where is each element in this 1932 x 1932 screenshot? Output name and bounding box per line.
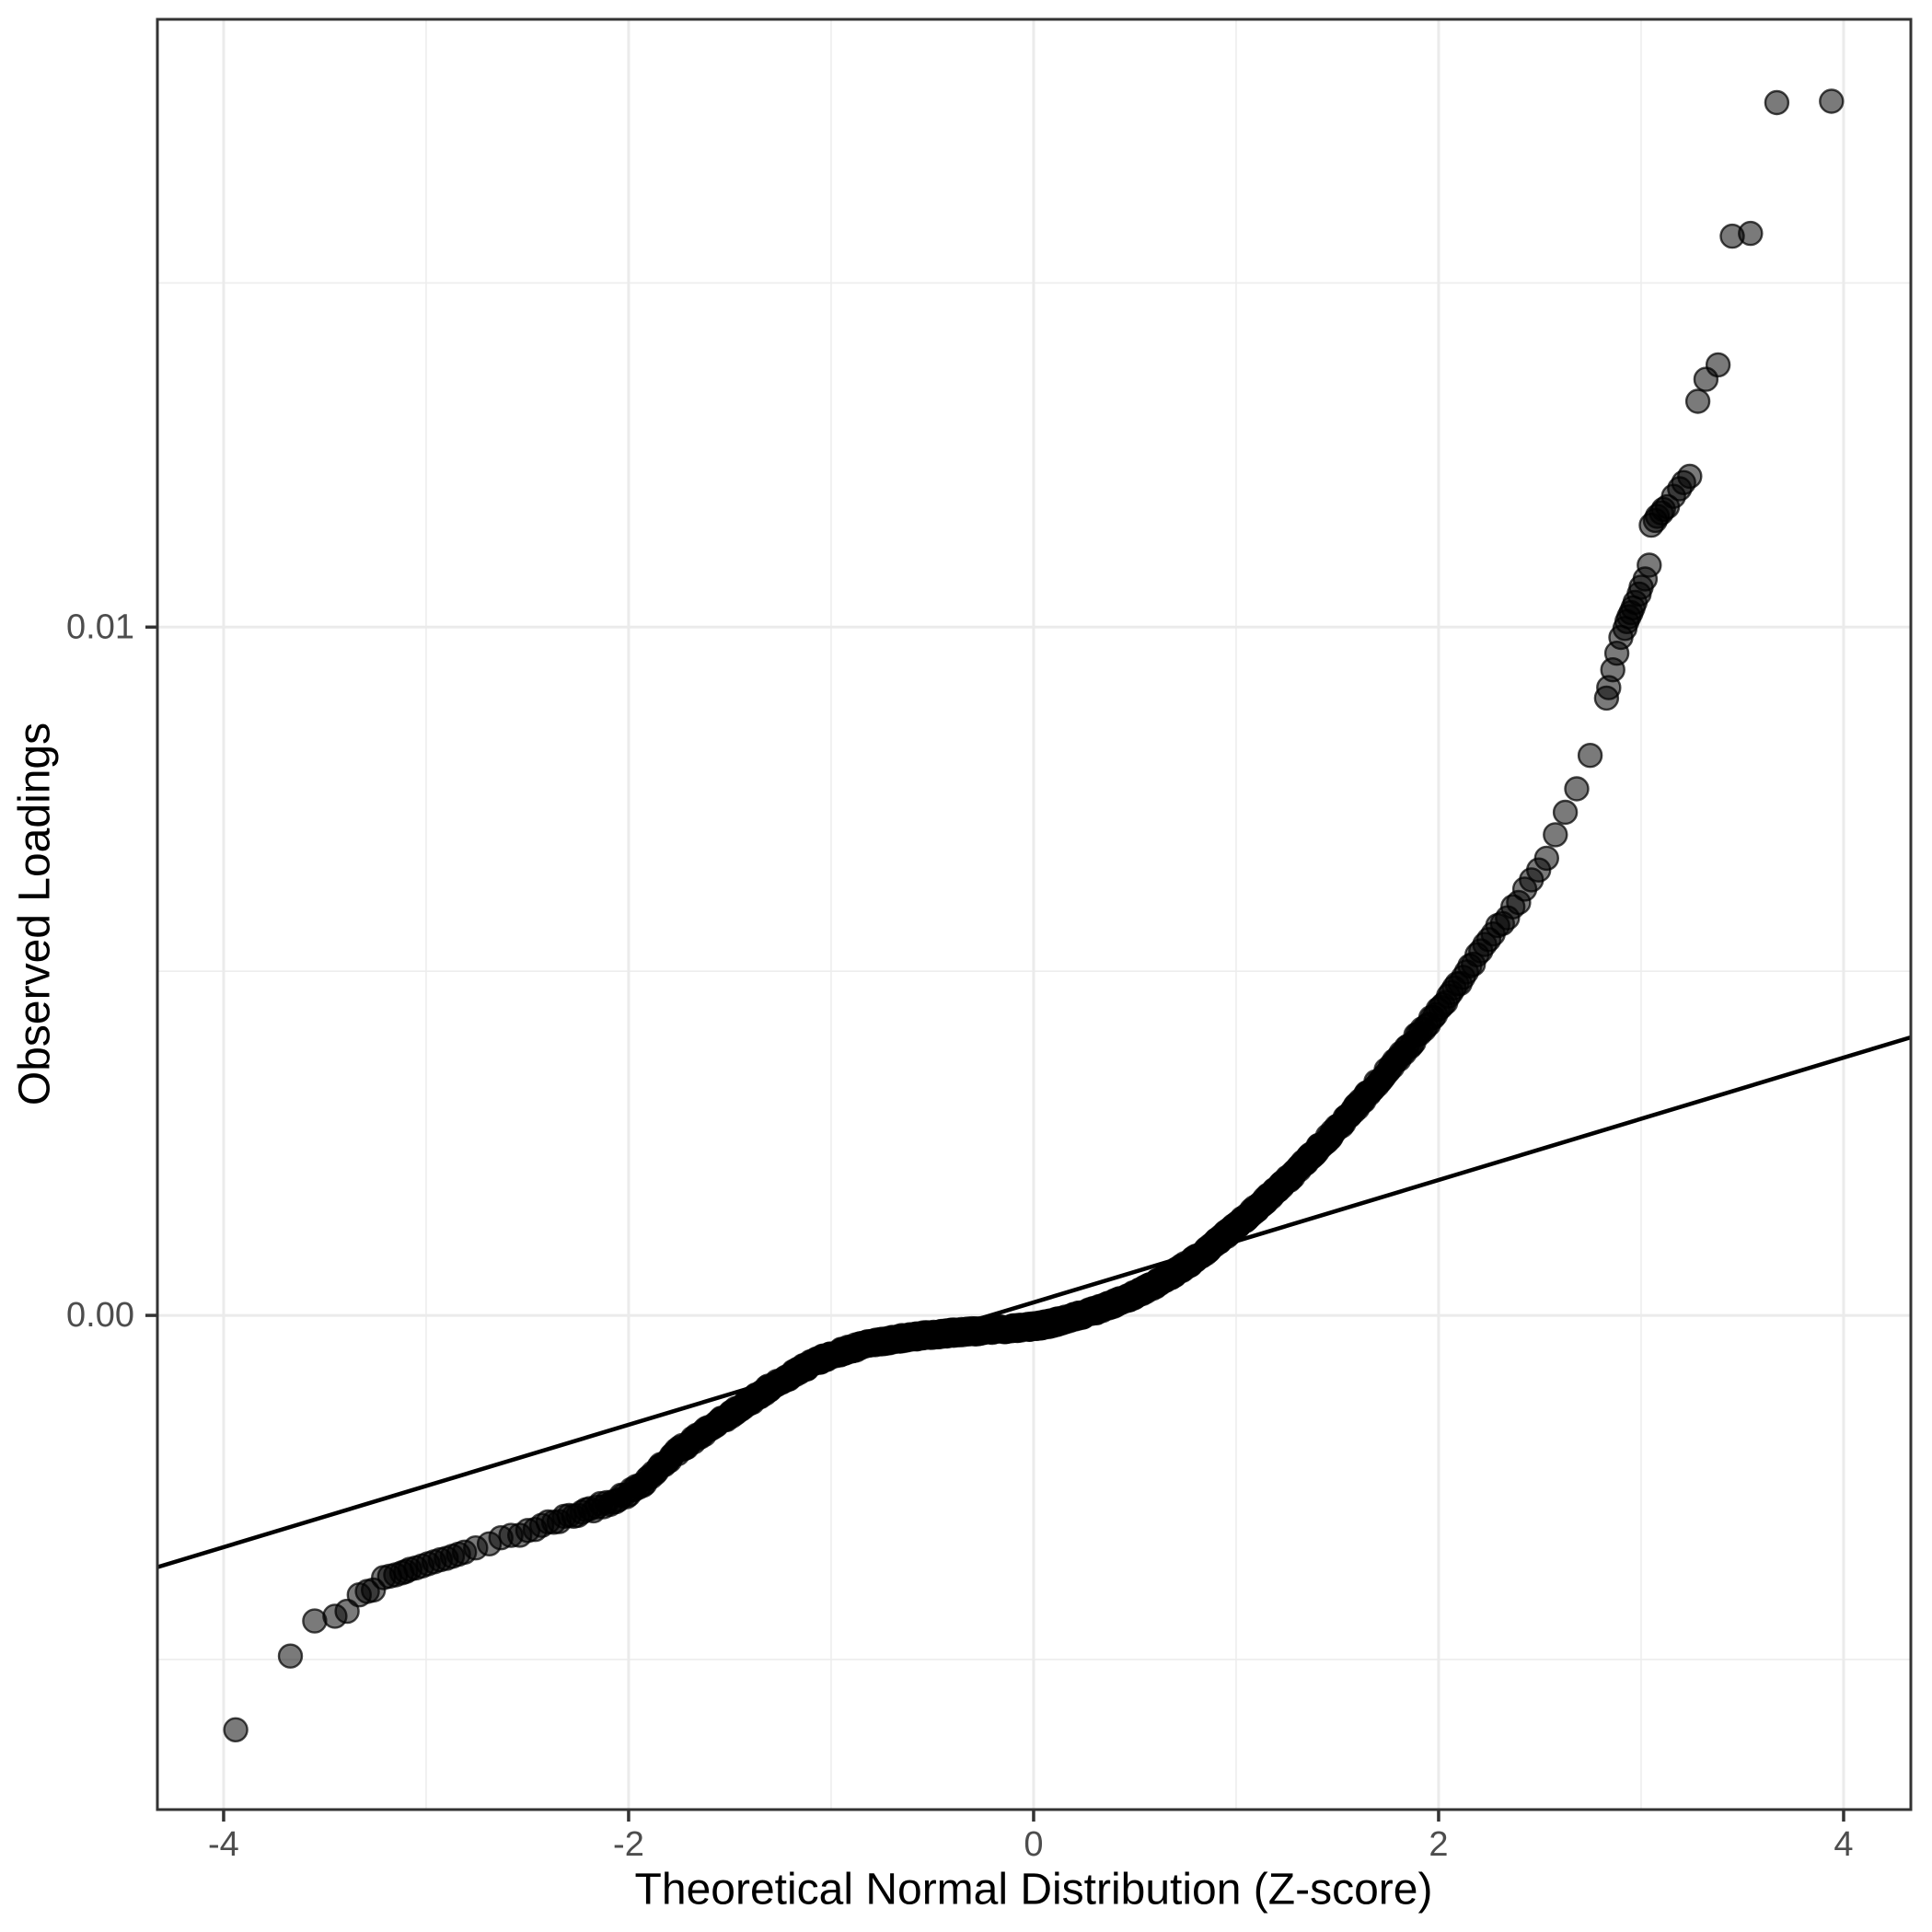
x-tick-label: 0 [1024, 1825, 1043, 1864]
x-tick-label: 4 [1834, 1825, 1853, 1864]
data-point [1684, 388, 1711, 414]
y-tick-label: 0.00 [66, 1296, 134, 1335]
x-axis-title: Theoretical Normal Distribution (Z-score… [635, 1866, 1433, 1915]
data-point [1577, 743, 1603, 769]
data-point [1552, 799, 1579, 826]
data-point [1819, 88, 1845, 114]
data-point [1533, 845, 1560, 872]
axis-ticks [145, 625, 1845, 1822]
data-point [223, 1717, 249, 1743]
data-points [223, 88, 1845, 1743]
x-tick-label: 2 [1429, 1825, 1448, 1864]
data-point [1738, 220, 1764, 247]
x-tick-label: -2 [613, 1825, 644, 1864]
grid-major [157, 19, 1911, 1810]
data-point [1543, 822, 1568, 848]
data-point [1637, 552, 1662, 578]
data-point [277, 1643, 304, 1669]
y-tick-label: 0.01 [66, 607, 134, 646]
data-point [302, 1608, 328, 1634]
axis-tick-labels: -4 -2 0 2 4 0.00 0.01 [66, 607, 1853, 1864]
data-point [1705, 352, 1731, 378]
reference-line [156, 1035, 1912, 1569]
data-point [1764, 89, 1790, 116]
data-point [1564, 776, 1590, 802]
y-axis-title: Observed Loadings [11, 723, 60, 1105]
data-point [1677, 463, 1703, 490]
x-tick-label: -4 [208, 1825, 239, 1864]
